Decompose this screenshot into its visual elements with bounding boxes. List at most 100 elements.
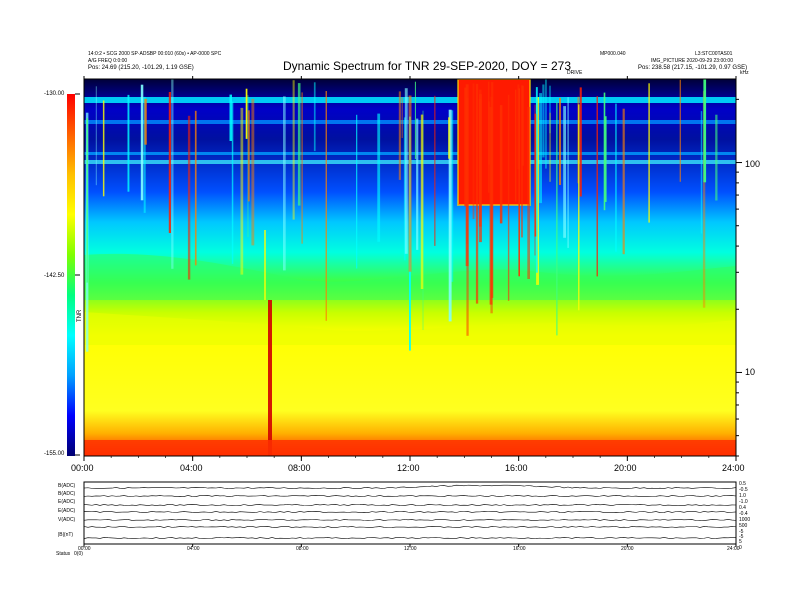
burst-strand xyxy=(515,89,517,202)
burst-strand xyxy=(356,114,358,269)
panel-trace xyxy=(83,519,737,521)
burst-strand xyxy=(475,83,479,304)
burst-strand xyxy=(489,107,493,305)
burst-strand xyxy=(466,105,468,244)
burst-strand xyxy=(251,98,255,246)
burst-strand xyxy=(702,91,706,308)
panel-trace xyxy=(83,495,737,497)
burst-strand xyxy=(297,83,301,206)
header-right-small1: MP000.040 xyxy=(600,51,626,57)
burst-strand xyxy=(615,103,617,252)
panel-label: B(ADC) xyxy=(58,491,76,497)
burst-strand xyxy=(567,97,569,248)
burst-strand xyxy=(679,79,681,182)
panel-right-tick: -0.4 xyxy=(739,511,748,517)
burst-strand xyxy=(539,93,542,204)
burst-strand xyxy=(95,86,97,186)
low-frequency-floor xyxy=(84,440,736,456)
burst-strand xyxy=(408,95,412,272)
burst-strand xyxy=(398,91,401,180)
y-axis-ticks xyxy=(75,93,742,457)
panel-x-tick: 12:00 xyxy=(404,546,417,552)
panel-label: V(ADC) xyxy=(58,517,76,523)
burst-strand xyxy=(171,79,174,269)
burst-strand xyxy=(102,100,105,197)
header-right-small2: L3:STC00TAS01 xyxy=(695,51,733,57)
burst-strand xyxy=(325,91,327,321)
panel-right-tick: 500 xyxy=(739,523,748,529)
burst-strand xyxy=(416,118,419,250)
burst-strand xyxy=(518,88,520,277)
header-left-line2: A/G FREQ 0:0:00 xyxy=(88,58,128,64)
burst-strand xyxy=(579,87,582,197)
burst-strand xyxy=(603,92,606,211)
y-tick-label-10: 10 xyxy=(745,367,756,377)
panel-right-tick: -1.0 xyxy=(739,499,748,505)
panel-right-tick: 0 xyxy=(739,545,742,551)
burst-strand xyxy=(301,92,303,244)
lower-panel-traces xyxy=(83,484,737,539)
narrow-spike xyxy=(268,300,272,456)
status-label: Status xyxy=(56,551,71,557)
yellow-band-edge xyxy=(84,312,736,345)
y-tick-label-100: 100 xyxy=(745,159,761,169)
burst-strand xyxy=(542,84,545,158)
panel-x-tick: 08:00 xyxy=(296,546,309,552)
panel-x-tick: 24:00 xyxy=(727,546,740,552)
colorbar-tick-mid: -142.50 xyxy=(44,273,65,279)
header-left-line1: 14:0:2 • SCG 2000 SP·ADSBP 00:010 (60s) … xyxy=(88,51,222,57)
burst-strand xyxy=(313,82,316,152)
burst-strand xyxy=(535,87,538,273)
burst-strand xyxy=(448,109,452,322)
panel-right-tick: -5 xyxy=(739,529,744,535)
x-tick-label: 24:00 xyxy=(722,463,745,473)
burst-strand xyxy=(507,94,510,301)
panel-trace xyxy=(83,511,737,513)
burst-strand xyxy=(144,98,147,145)
burst-strand xyxy=(434,95,436,246)
panel-x-tick: 04:00 xyxy=(187,546,200,552)
burst-strand xyxy=(187,115,191,280)
burst-strand xyxy=(521,85,524,166)
burst-strand xyxy=(194,110,197,266)
burst-strand xyxy=(229,94,232,141)
panel-trace xyxy=(83,537,737,539)
burst-strand xyxy=(499,105,503,224)
header-left-line3: Pos: 24.69 (215.20, -101.29, 1.19 GSE) xyxy=(88,65,194,71)
colorbar-tick-bottom: -155.00 xyxy=(44,451,65,457)
x-tick-label: 16:00 xyxy=(505,463,528,473)
panel-trace xyxy=(83,484,737,489)
panel-x-tick: 00:00 xyxy=(78,546,91,552)
burst-strand xyxy=(545,79,547,169)
panel-right-tick: 1.0 xyxy=(739,493,746,499)
burst-strand xyxy=(127,94,130,192)
panel-trace xyxy=(83,504,737,506)
burst-strand xyxy=(168,92,171,233)
burst-strand xyxy=(414,81,416,159)
burst-strand xyxy=(283,96,286,271)
burst-strand xyxy=(527,106,530,280)
burst-strand xyxy=(247,110,250,202)
panel-right-tick: 0.4 xyxy=(739,505,746,511)
panel-right-tick: 0.5 xyxy=(739,481,746,487)
x-axis-ticks xyxy=(83,76,737,461)
panel-x-tick: 20:00 xyxy=(621,546,634,552)
burst-strand xyxy=(596,96,598,277)
panel-label: B(ADC) xyxy=(58,483,76,489)
colorbar xyxy=(67,94,75,456)
burst-strand xyxy=(245,88,248,139)
burst-strand xyxy=(472,83,475,220)
burst-strands xyxy=(85,79,718,352)
burst-strand xyxy=(143,96,146,213)
burst-strand xyxy=(451,110,454,282)
panel-label: E(ADC) xyxy=(58,499,76,505)
panel-right-tick: -0.5 xyxy=(739,487,748,493)
burst-strand xyxy=(549,112,551,182)
burst-strand xyxy=(487,81,490,193)
burst-strand xyxy=(549,85,551,134)
burst-strand xyxy=(464,87,467,207)
panel-right-tick: -5 xyxy=(739,534,744,540)
burst-strand xyxy=(479,94,482,243)
burst-strand xyxy=(703,79,707,183)
